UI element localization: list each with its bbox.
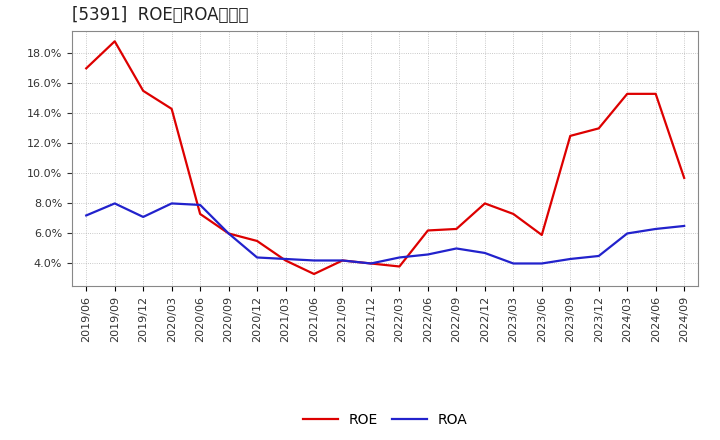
ROE bbox=[82, 66, 91, 71]
ROE bbox=[338, 258, 347, 263]
ROE bbox=[537, 232, 546, 238]
ROE bbox=[680, 175, 688, 180]
ROA bbox=[652, 226, 660, 231]
ROE bbox=[452, 226, 461, 231]
ROA bbox=[366, 261, 375, 266]
ROE bbox=[139, 88, 148, 93]
ROE bbox=[652, 91, 660, 96]
ROA bbox=[196, 202, 204, 208]
ROA bbox=[537, 261, 546, 266]
ROA bbox=[225, 231, 233, 236]
ROA bbox=[139, 214, 148, 220]
ROA bbox=[623, 231, 631, 236]
ROE bbox=[225, 231, 233, 236]
ROE bbox=[423, 228, 432, 233]
ROE bbox=[480, 201, 489, 206]
ROE bbox=[196, 211, 204, 216]
ROA bbox=[480, 250, 489, 256]
Line: ROA: ROA bbox=[86, 203, 684, 264]
Legend: ROE, ROA: ROE, ROA bbox=[297, 408, 473, 433]
ROE bbox=[395, 264, 404, 269]
ROA bbox=[167, 201, 176, 206]
ROE bbox=[110, 39, 119, 44]
ROA bbox=[338, 258, 347, 263]
ROA bbox=[452, 246, 461, 251]
ROE bbox=[366, 261, 375, 266]
ROA bbox=[253, 255, 261, 260]
ROA bbox=[509, 261, 518, 266]
ROA bbox=[680, 224, 688, 229]
ROE bbox=[253, 238, 261, 244]
ROA bbox=[595, 253, 603, 259]
Line: ROE: ROE bbox=[86, 41, 684, 274]
ROA bbox=[82, 213, 91, 218]
ROE bbox=[595, 126, 603, 131]
ROE bbox=[509, 211, 518, 216]
ROA bbox=[423, 252, 432, 257]
Text: [5391]  ROE、ROAの推移: [5391] ROE、ROAの推移 bbox=[72, 6, 248, 24]
ROE bbox=[282, 258, 290, 263]
ROA bbox=[310, 258, 318, 263]
ROA bbox=[282, 257, 290, 262]
ROA bbox=[110, 201, 119, 206]
ROE bbox=[566, 133, 575, 139]
ROA bbox=[566, 257, 575, 262]
ROA bbox=[395, 255, 404, 260]
ROE bbox=[310, 271, 318, 277]
ROE bbox=[167, 106, 176, 111]
ROE bbox=[623, 91, 631, 96]
